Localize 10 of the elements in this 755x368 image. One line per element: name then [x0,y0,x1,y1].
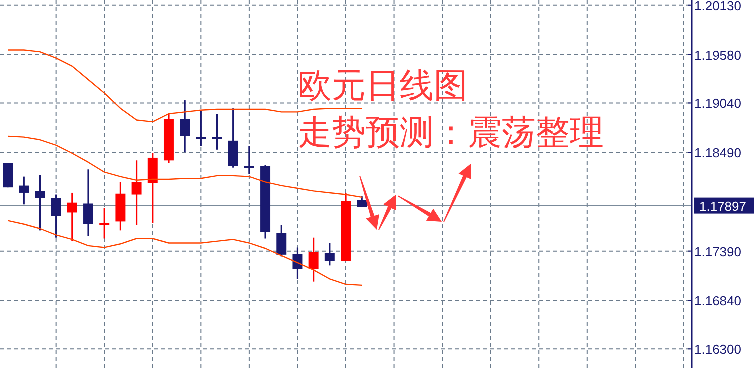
y-tick-label: 1.19580 [694,48,742,63]
y-tick-label: 1.17390 [694,244,742,260]
y-tick-label: 1.16300 [694,342,742,358]
y-tick-label: 1.20130 [694,0,742,14]
y-tick-label: 1.19040 [694,96,742,112]
ref-line-label: 1.17897 [700,198,746,214]
annotation: 欧元日线图 [298,67,468,105]
annotation: 走势预测：震荡整理 [298,114,604,152]
y-tick-label: 1.16840 [694,294,742,309]
y-tick-label: 1.18490 [694,146,742,161]
